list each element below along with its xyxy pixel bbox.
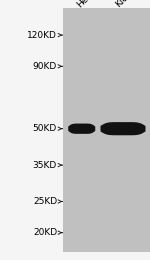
Text: Kidney: Kidney (114, 0, 142, 9)
Text: Heart: Heart (75, 0, 100, 9)
Polygon shape (68, 124, 95, 134)
Text: 20KD: 20KD (33, 228, 57, 237)
Text: 90KD: 90KD (33, 62, 57, 71)
Text: 25KD: 25KD (33, 197, 57, 206)
FancyBboxPatch shape (63, 8, 150, 252)
Text: 35KD: 35KD (33, 161, 57, 170)
Text: 50KD: 50KD (33, 124, 57, 133)
Text: 120KD: 120KD (27, 31, 57, 40)
Polygon shape (100, 122, 146, 135)
